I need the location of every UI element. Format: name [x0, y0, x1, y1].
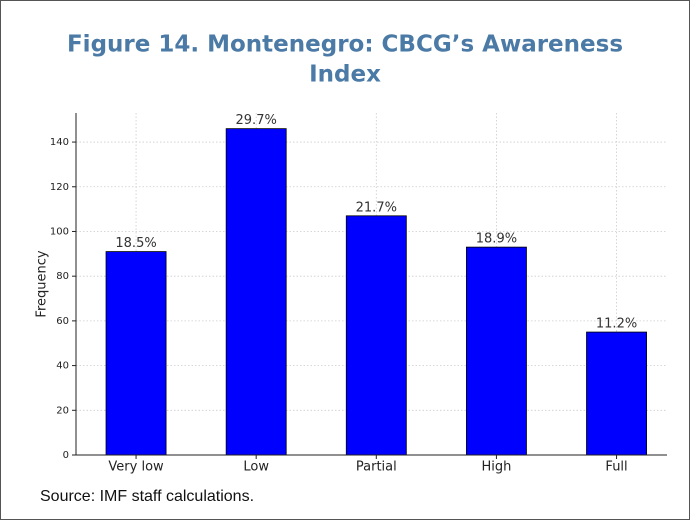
- x-tick-label: High: [481, 460, 511, 475]
- bar-label: 21.7%: [356, 200, 397, 215]
- bar: [105, 251, 167, 456]
- y-tick-label: 20: [56, 405, 69, 416]
- bar: [225, 128, 287, 456]
- bar-label: 18.5%: [115, 236, 156, 251]
- y-tick-label: 120: [50, 182, 69, 193]
- y-tick-label: 40: [56, 361, 69, 372]
- bar: [465, 246, 527, 456]
- y-axis-label: Frequency: [35, 250, 50, 317]
- source: Source: IMF staff calculations.: [40, 488, 254, 505]
- y-tick-label: 0: [63, 450, 69, 461]
- chart-title: Figure 14. Montenegro: CBCG’s Awareness: [67, 32, 623, 58]
- bar-label: 18.9%: [476, 232, 517, 247]
- bar: [586, 331, 647, 456]
- x-tick-label: Partial: [356, 460, 397, 475]
- x-tick-label: Very low: [108, 460, 164, 475]
- y-tick-label: 100: [50, 226, 69, 237]
- bar-label: 11.2%: [596, 317, 637, 332]
- x-tick-label: Low: [243, 460, 269, 475]
- bar: [345, 215, 407, 456]
- y-tick-label: 60: [56, 316, 69, 327]
- bar-label: 29.7%: [236, 113, 277, 128]
- chart-title: Index: [309, 62, 381, 88]
- x-tick-label: Full: [605, 460, 627, 475]
- y-tick-label: 140: [50, 137, 69, 148]
- y-tick-label: 80: [56, 271, 69, 282]
